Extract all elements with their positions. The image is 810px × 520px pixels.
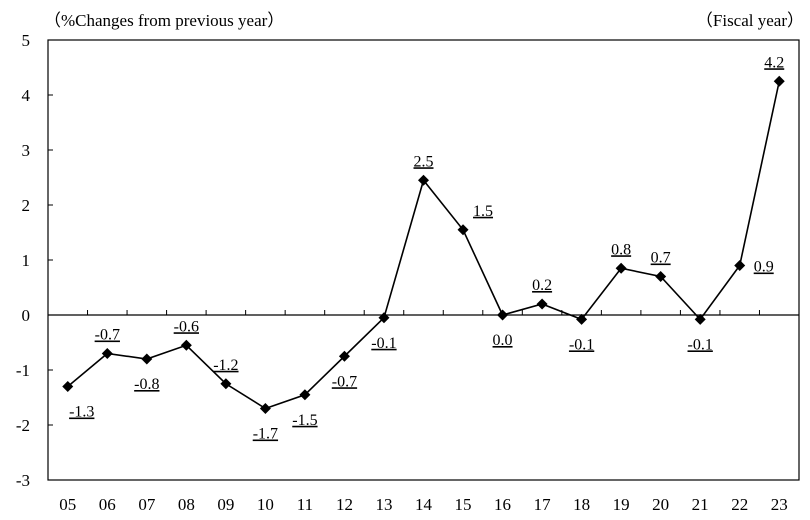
x-tick-label: 10 — [257, 495, 274, 514]
x-tick-label: 12 — [336, 495, 353, 514]
x-tick-label: 17 — [534, 495, 552, 514]
data-label: 0.8 — [611, 241, 631, 258]
y-tick-label: 2 — [22, 196, 31, 215]
x-tick-labels: 05 06 07 08 09 10 11 12 13 14 15 16 17 18 19 20 21 22 23 — [59, 495, 787, 514]
series-markers — [62, 75, 785, 414]
series-line — [67, 81, 781, 410]
data-label: -1.3 — [69, 404, 94, 421]
x-tick-label: 18 — [573, 495, 590, 514]
x-tick-label: 23 — [771, 495, 788, 514]
data-label: -0.1 — [569, 336, 594, 353]
data-point-marker — [773, 75, 785, 87]
y-tick-label: 1 — [22, 251, 31, 270]
y-axis-label: （%Changes from previous year） — [44, 11, 285, 30]
data-point-marker — [141, 353, 153, 365]
data-label: -1.7 — [253, 426, 278, 443]
data-label: -0.1 — [371, 335, 396, 352]
data-label: -0.7 — [332, 373, 357, 390]
y-tick-label: -1 — [16, 361, 30, 380]
x-tick-label: 05 — [59, 495, 76, 514]
y-tick-label: 5 — [22, 31, 31, 50]
data-point-marker — [576, 313, 588, 325]
data-point-marker — [101, 348, 113, 359]
data-point-marker — [418, 174, 429, 186]
data-label: -0.7 — [95, 327, 120, 344]
data-label: 0.7 — [651, 250, 671, 267]
x-tick-label: 22 — [731, 495, 748, 514]
x-tick-label: 08 — [178, 495, 195, 514]
data-point-marker — [220, 378, 232, 390]
x-tick-label: 16 — [494, 495, 511, 514]
data-label: 0.2 — [532, 277, 552, 294]
data-label: 1.5 — [473, 203, 493, 220]
y-tick-label: -3 — [16, 471, 30, 490]
x-tick-label: 19 — [613, 495, 630, 514]
data-label: 0.0 — [493, 332, 513, 349]
y-tick-label: 3 — [22, 141, 31, 160]
data-point-marker — [536, 298, 548, 310]
y-tick-label: 4 — [22, 86, 31, 105]
x-tick-label: 21 — [692, 495, 709, 514]
y-tick-label: -2 — [16, 416, 30, 435]
x-tick-label: 13 — [375, 495, 392, 514]
data-label: -0.1 — [688, 336, 713, 353]
data-label: -1.5 — [292, 412, 317, 429]
data-point-marker — [259, 403, 271, 414]
y-tick-labels: 5 4 3 2 1 0 -1 -2 -3 — [16, 31, 31, 490]
data-label: 0.9 — [754, 259, 774, 276]
data-point-marker — [457, 224, 469, 236]
data-label: 4.2 — [764, 54, 784, 71]
x-tick-label: 11 — [297, 495, 313, 514]
data-point-marker — [497, 309, 509, 321]
data-label: -0.8 — [134, 376, 159, 393]
data-point-marker — [615, 262, 627, 274]
plot-frame — [47, 39, 800, 481]
x-tick-label: 09 — [217, 495, 234, 514]
x-tick-label: 06 — [99, 495, 116, 514]
x-axis-unit-label: （Fiscal year） — [695, 11, 804, 30]
x-tick-label: 14 — [415, 495, 433, 514]
plot-border — [47, 39, 800, 481]
data-point-marker — [655, 271, 667, 282]
data-point-marker — [734, 260, 746, 271]
x-tick-label: 20 — [652, 495, 669, 514]
data-label: -0.6 — [174, 318, 199, 335]
data-point-marker — [694, 313, 706, 325]
y-tick-label: 0 — [22, 306, 31, 325]
data-point-marker — [180, 339, 192, 351]
x-tick-label: 07 — [138, 495, 156, 514]
x-tick-label: 15 — [455, 495, 472, 514]
data-label: -1.2 — [213, 357, 238, 374]
data-point-marker — [338, 350, 350, 362]
data-point-marker — [378, 312, 390, 324]
data-labels: -1.3 -0.7 -0.8 -0.6 -1.2 -1.7 -1.5 -0.7 -0.1 2.5 1… — [69, 54, 784, 442]
series-line-layer — [67, 81, 781, 410]
data-point-marker — [299, 389, 311, 401]
data-point-marker — [62, 381, 74, 392]
data-label: 2.5 — [414, 153, 434, 170]
